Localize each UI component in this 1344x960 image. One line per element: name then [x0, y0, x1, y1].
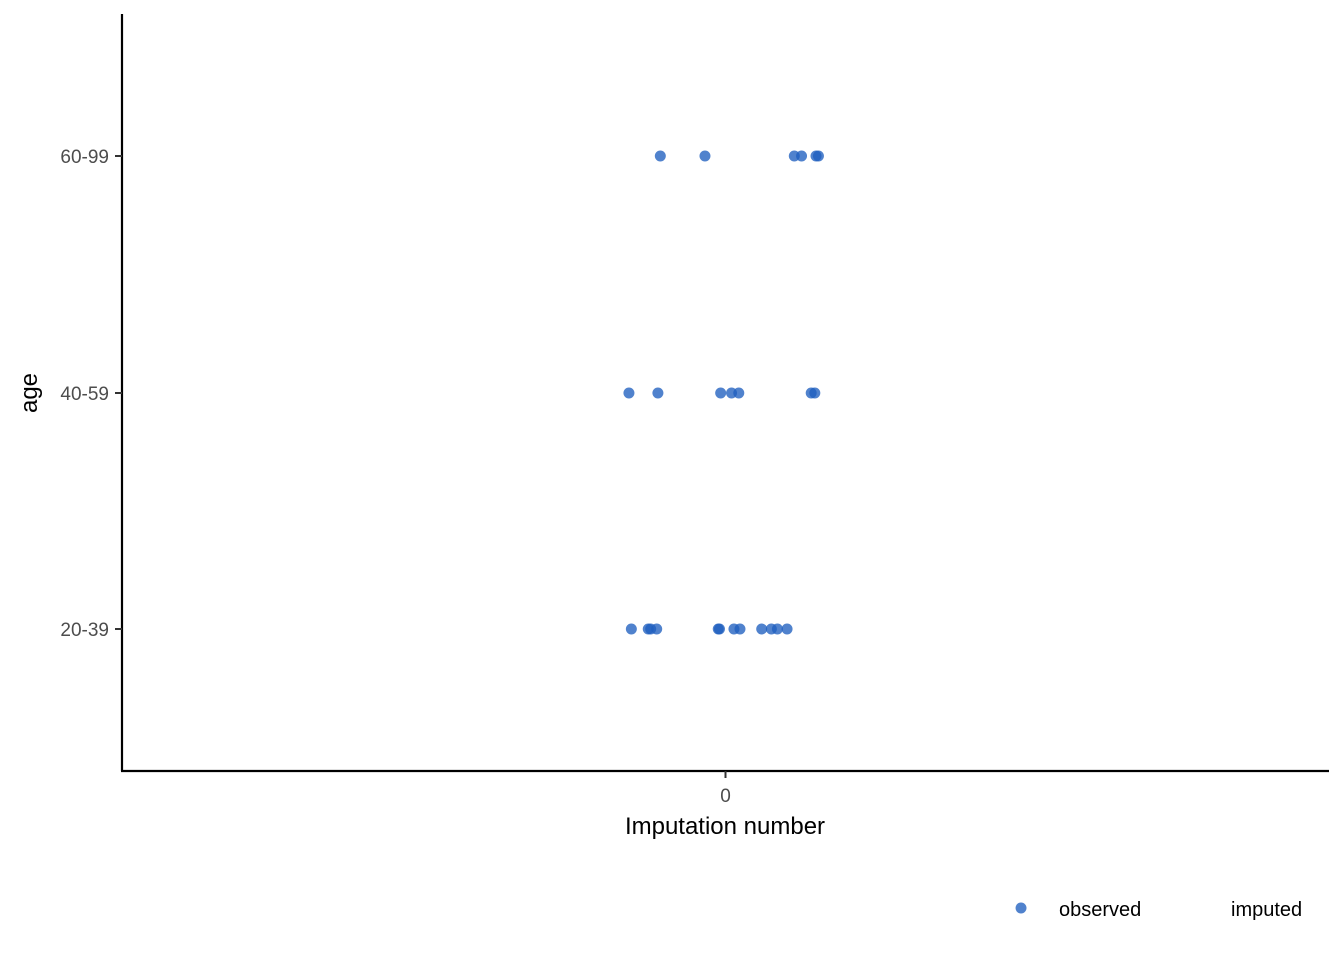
data-point-observed: [652, 387, 664, 399]
x-axis-title: Imputation number: [625, 813, 825, 840]
data-point-observed: [809, 387, 821, 399]
x-ticks: 0: [720, 771, 731, 807]
data-point-observed: [796, 150, 808, 162]
y-tick-label: 40-59: [60, 384, 109, 405]
data-point-observed: [713, 623, 725, 635]
y-axis-title: age: [16, 373, 43, 413]
data-point-observed: [771, 623, 783, 635]
data-point-observed: [734, 623, 746, 635]
data-point-observed: [623, 387, 635, 399]
legend-key-observed: [1015, 902, 1027, 914]
data-point-observed: [733, 387, 745, 399]
data-point-observed: [756, 623, 768, 635]
data-point-observed: [781, 623, 793, 635]
data-point-observed: [715, 387, 727, 399]
x-tick-label: 0: [720, 786, 731, 807]
y-tick-label: 60-99: [60, 147, 109, 168]
data-point-observed: [625, 623, 637, 635]
points-layer: [623, 150, 824, 635]
y-tick-label: 20-39: [60, 620, 109, 641]
y-ticks: 20-39 40-59 60-99: [60, 147, 122, 641]
legend-label-imputed: imputed: [1231, 899, 1302, 921]
data-point-observed: [654, 150, 666, 162]
data-point-observed: [699, 150, 711, 162]
legend-label-observed: observed: [1059, 899, 1141, 921]
data-point-observed: [812, 150, 824, 162]
legend: observed imputed: [1015, 899, 1302, 921]
data-point-observed: [651, 623, 663, 635]
